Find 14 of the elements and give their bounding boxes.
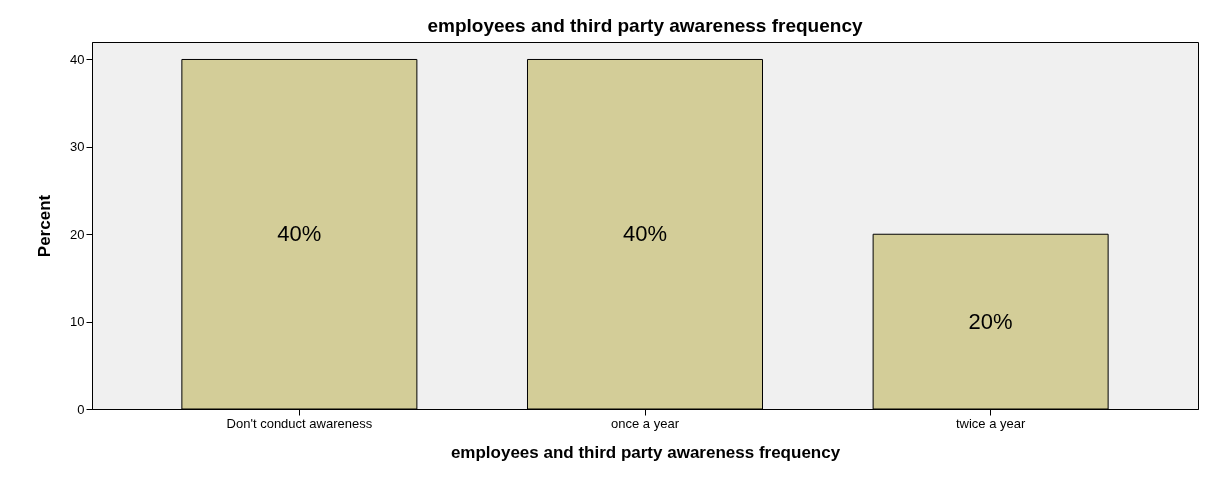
x-tick-label: once a year — [611, 415, 680, 431]
data-label: 40% — [277, 221, 322, 247]
y-tick-label: 0 — [77, 401, 85, 417]
y-tick-label: 30 — [70, 139, 85, 155]
y-tick-label: 10 — [70, 314, 85, 330]
data-label: 40% — [622, 221, 668, 247]
y-tick-label: 40 — [70, 51, 85, 67]
y-tick-label: 20 — [70, 226, 85, 242]
chart-title: employees and third party awareness frequency — [427, 15, 863, 36]
y-axis-title: Percent — [35, 194, 55, 258]
x-tick-label: Don't conduct awareness — [226, 415, 373, 431]
data-label: 20% — [968, 308, 1013, 334]
x-tick-label: twice a year — [955, 415, 1026, 431]
x-axis-title: employees and third party awareness frequency — [450, 442, 841, 462]
